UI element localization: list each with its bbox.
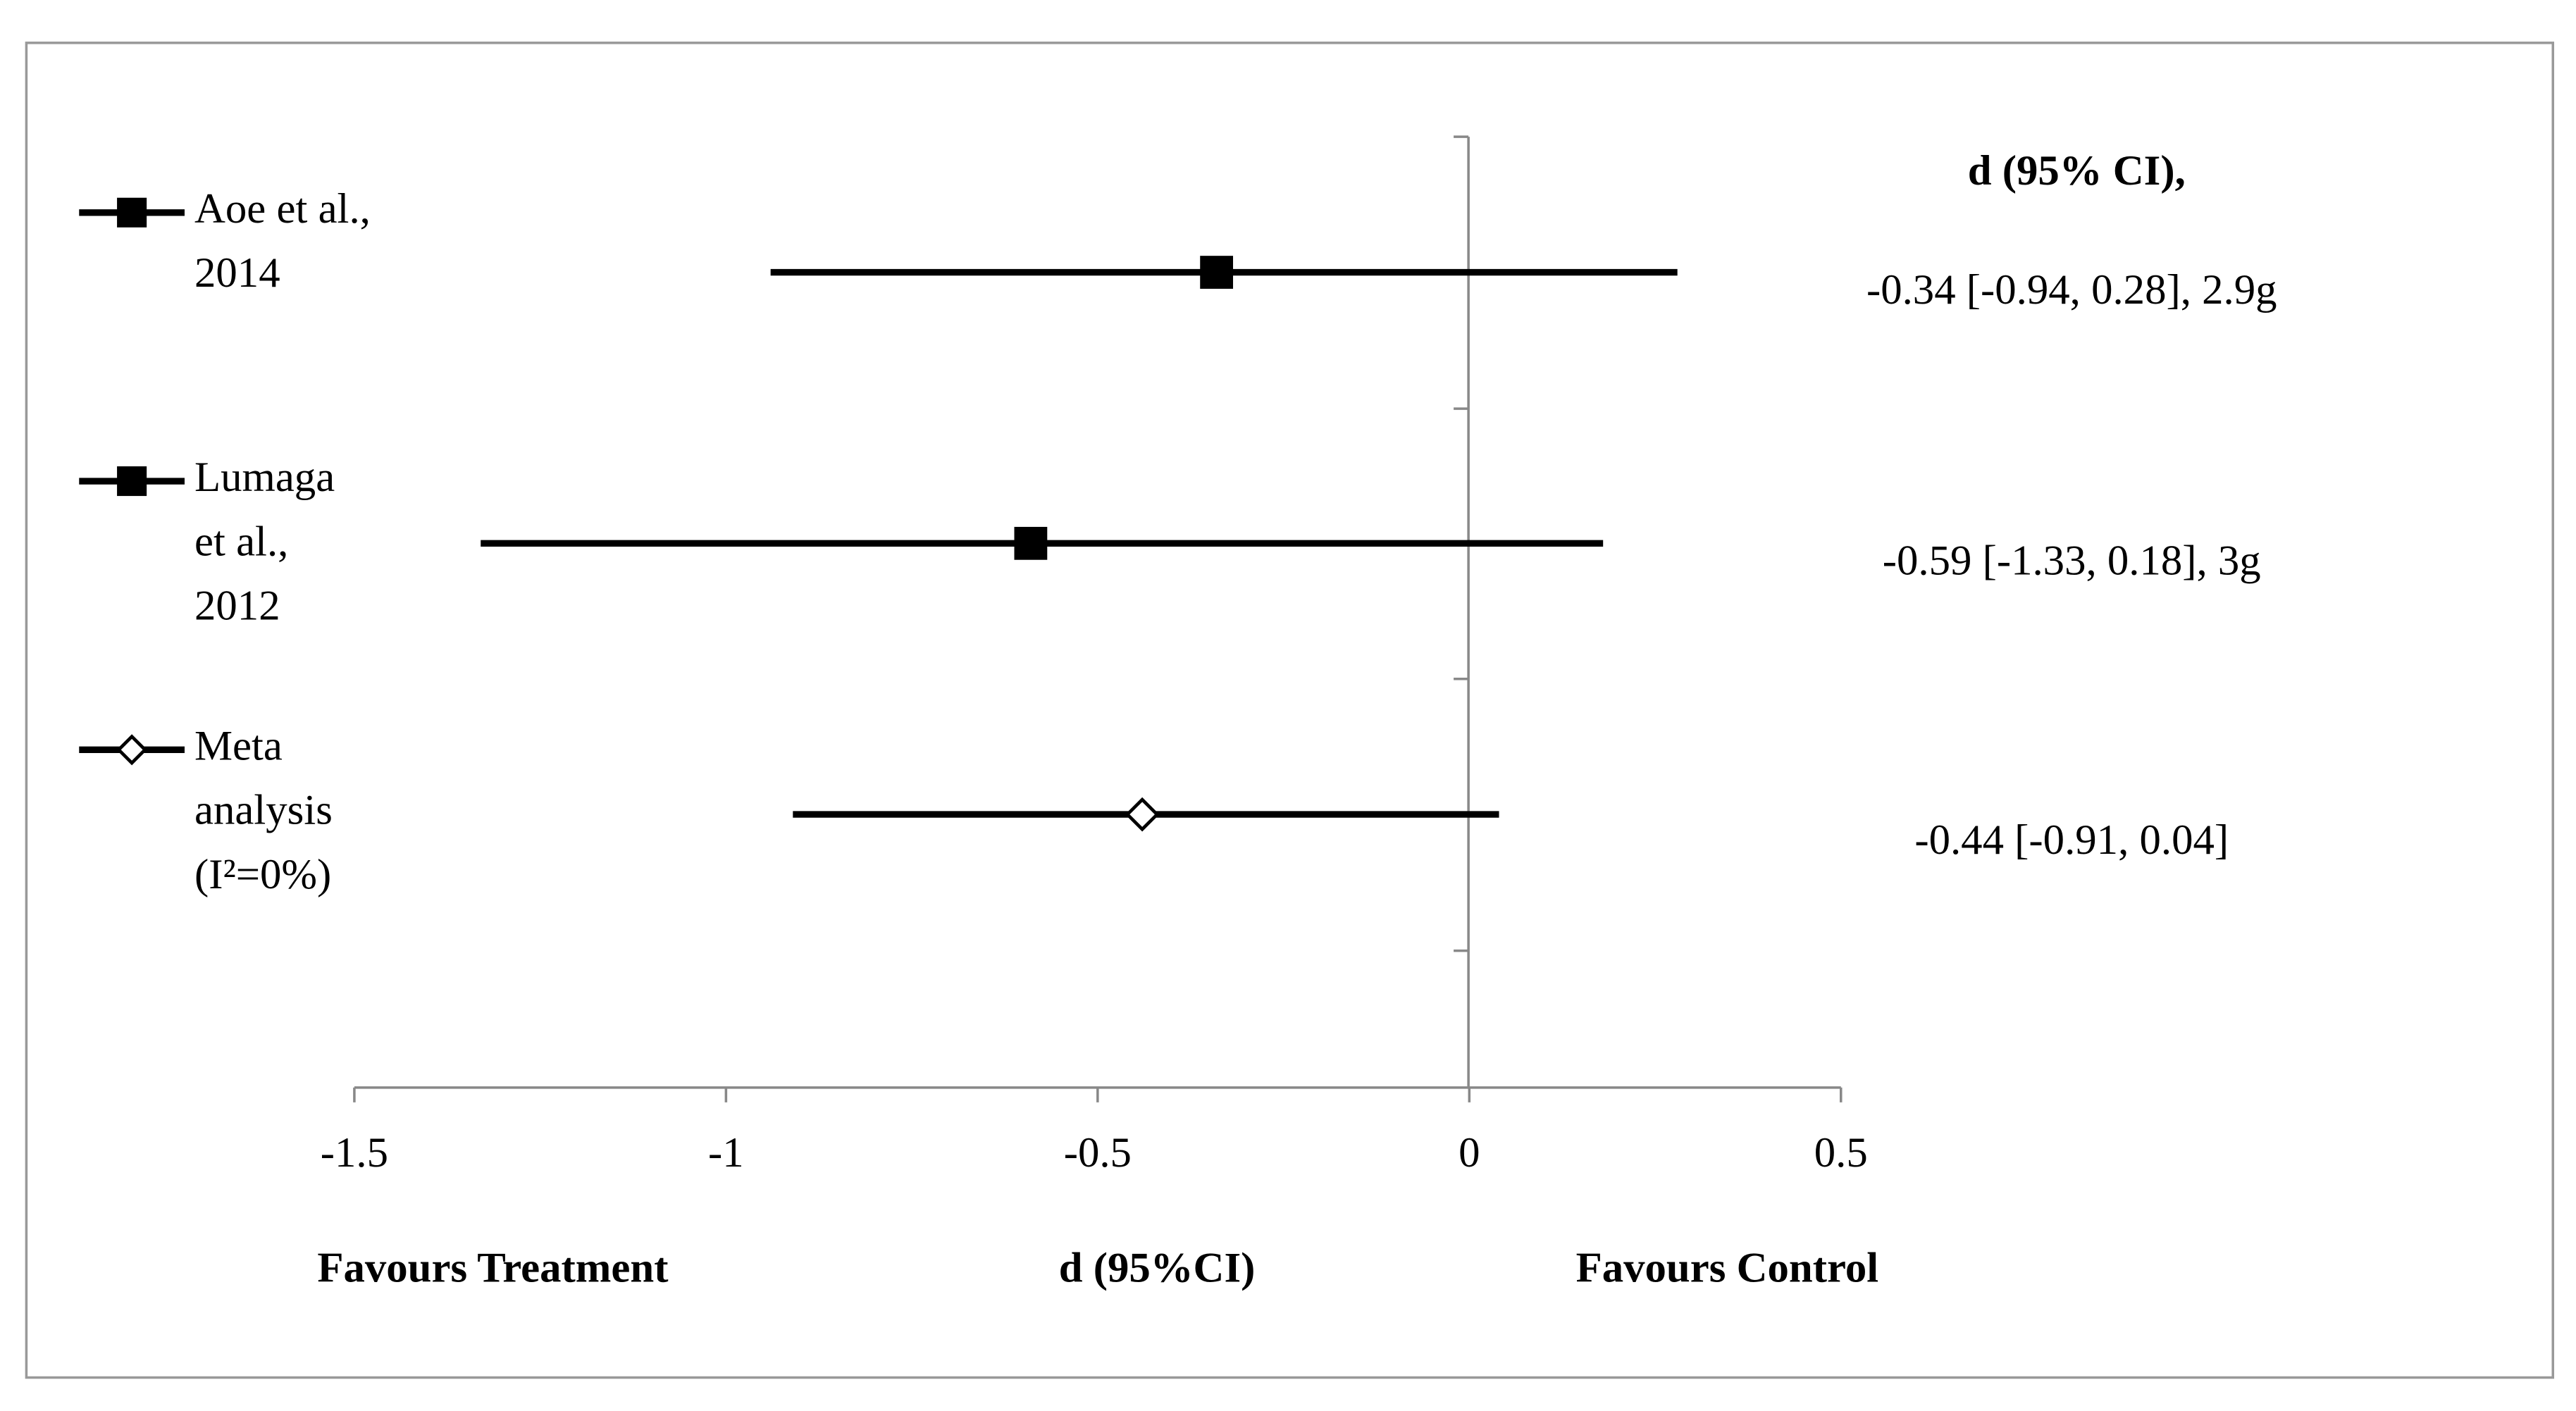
legend-label: Aoe et al., 2014 <box>194 185 371 297</box>
x-tick-label: -0.5 <box>1064 1129 1132 1176</box>
x-axis-label: d (95%CI) <box>1059 1245 1256 1292</box>
left-annotation: Favours Treatment <box>317 1245 668 1292</box>
x-tick-label: -1 <box>708 1129 744 1176</box>
right-annotation: Favours Control <box>1576 1245 1879 1292</box>
point-estimate <box>1125 797 1160 832</box>
point-estimate <box>1200 256 1234 289</box>
study-row: -0.44 [-0.91, 0.04] <box>793 797 2229 864</box>
legend-marker <box>117 197 147 228</box>
legend-marker <box>116 734 148 766</box>
study-row: -0.34 [-0.94, 0.28], 2.9g <box>770 256 2277 313</box>
frame <box>25 42 2555 1379</box>
study-row: -0.59 [-1.33, 0.18], 3g <box>481 526 2261 585</box>
value-label: -0.59 [-1.33, 0.18], 3g <box>1883 537 2261 585</box>
legend-label: Meta analysis (I²=0%) <box>194 722 333 897</box>
x-tick-label: -1.5 <box>321 1129 388 1176</box>
column-header: d (95% CI), <box>1968 147 2186 194</box>
legend-marker <box>117 466 147 497</box>
value-label: -0.44 [-0.91, 0.04] <box>1914 816 2229 864</box>
x-tick-label: 0.5 <box>1814 1129 1868 1176</box>
y-axis <box>1454 135 1470 1088</box>
value-label: -0.34 [-0.94, 0.28], 2.9g <box>1866 266 2277 313</box>
point-estimate <box>1014 526 1048 560</box>
x-tick-label: 0 <box>1459 1129 1480 1176</box>
legend-label: Lumaga et al., 2012 <box>194 454 335 629</box>
